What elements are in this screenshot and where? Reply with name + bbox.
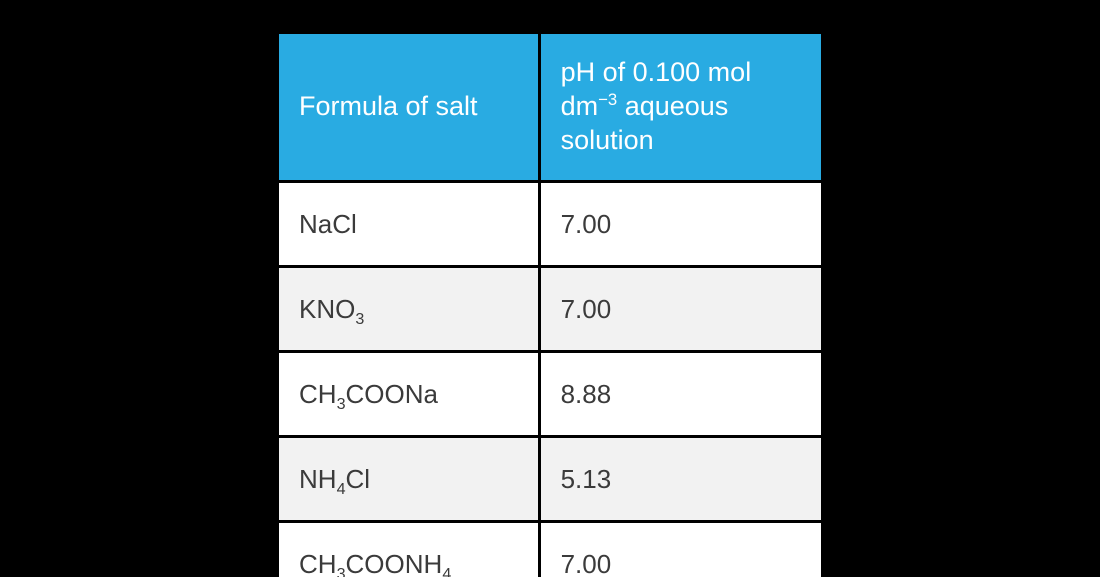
salt-ph-table: Formula of salt pH of 0.100 mol dm−3 aqu… — [275, 30, 825, 577]
cell-ph: 7.00 — [539, 267, 823, 352]
cell-ph: 7.00 — [539, 522, 823, 577]
cell-ph: 7.00 — [539, 182, 823, 267]
col-header-ph: pH of 0.100 mol dm−3 aqueous solution — [539, 32, 823, 182]
table-row: CH3COONa 8.88 — [277, 352, 823, 437]
cell-ph: 5.13 — [539, 437, 823, 522]
cell-formula: NaCl — [277, 182, 539, 267]
table-row: NH4Cl 5.13 — [277, 437, 823, 522]
page-canvas: { "type": "table", "background_color": "… — [0, 0, 1100, 577]
table-row: CH3COONH4 7.00 — [277, 522, 823, 577]
table-row: NaCl 7.00 — [277, 182, 823, 267]
cell-ph: 8.88 — [539, 352, 823, 437]
cell-formula: CH3COONa — [277, 352, 539, 437]
cell-formula: KNO3 — [277, 267, 539, 352]
table-row: KNO3 7.00 — [277, 267, 823, 352]
table-body: NaCl 7.00 KNO3 7.00 CH3COONa 8.88 NH4Cl … — [277, 182, 823, 577]
cell-formula: CH3COONH4 — [277, 522, 539, 577]
table-header-row: Formula of salt pH of 0.100 mol dm−3 aqu… — [277, 32, 823, 182]
cell-formula: NH4Cl — [277, 437, 539, 522]
col-header-formula: Formula of salt — [277, 32, 539, 182]
